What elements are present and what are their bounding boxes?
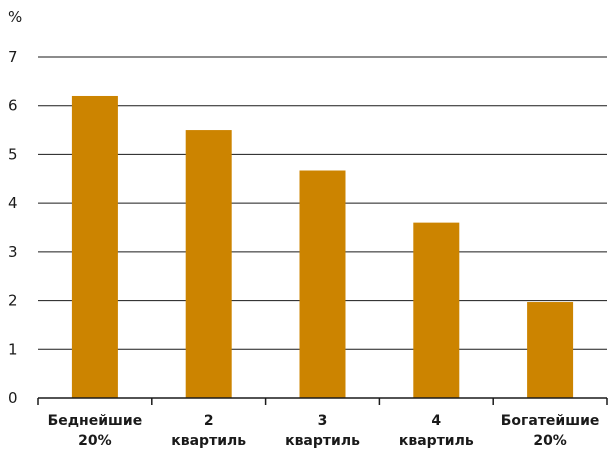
x-tick-label-3-line-2: квартиль	[285, 433, 360, 449]
x-tick-label-1-line-2: 20%	[78, 433, 112, 449]
y-unit-label: %	[8, 8, 22, 26]
x-tick-label-3-line-1: 3	[318, 413, 328, 429]
bar-2	[185, 130, 232, 399]
x-tick-label-4-line-2: квартиль	[399, 433, 474, 449]
bar-1	[71, 95, 118, 398]
y-tick-label-4: 4	[8, 194, 18, 212]
bar-5	[527, 302, 574, 398]
bar-4	[413, 222, 460, 398]
y-tick-label-0: 0	[8, 389, 18, 407]
y-tick-label-7: 7	[8, 48, 18, 66]
bars	[71, 95, 574, 399]
x-tick-label-5-line-2: 20%	[533, 433, 567, 449]
y-tick-label-6: 6	[8, 97, 18, 115]
y-tick-label-1: 1	[8, 340, 18, 358]
x-tick-label-4-line-1: 4	[431, 413, 441, 429]
y-tick-label-2: 2	[8, 292, 18, 310]
x-tick-label-1-line-1: Беднейшие	[48, 413, 143, 429]
y-tick-label-3: 3	[8, 243, 18, 261]
x-tick-label-5-line-1: Богатейшие	[501, 413, 600, 429]
x-tick-label-2-line-2: квартиль	[171, 433, 246, 449]
y-axis: 0 1 2 3 4 5 6 7	[8, 48, 18, 407]
x-tick-label-2-line-1: 2	[204, 413, 214, 429]
x-axis: Беднейшие 20% 2 квартиль 3 квартиль 4 квартиль Б…	[37, 397, 608, 449]
bar-3	[299, 170, 346, 398]
y-tick-label-5: 5	[8, 145, 18, 163]
